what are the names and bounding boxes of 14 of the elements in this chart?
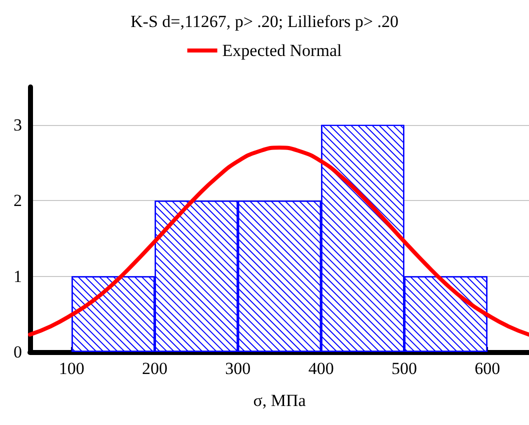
x-axis-title: σ, МПа xyxy=(253,391,306,410)
y-tick-label: 0 xyxy=(14,342,22,362)
line-series xyxy=(28,146,529,337)
y-tick-label: 3 xyxy=(14,115,22,134)
y-tick-label: 2 xyxy=(14,191,22,210)
x-tick-label: 300 xyxy=(225,359,251,378)
x-tick-label: 100 xyxy=(58,359,84,378)
x-tick-label: 400 xyxy=(308,359,334,378)
x-tick-label: 500 xyxy=(392,359,417,378)
legend-label: Expected Normal xyxy=(222,41,342,60)
x-tick-label: 200 xyxy=(142,359,168,378)
x-tick-label: 600 xyxy=(474,359,500,378)
y-tick-label: 1 xyxy=(14,266,22,286)
chart-title: K-S d=,11267, p> .20; Lilliefors p> .20 xyxy=(130,12,399,31)
